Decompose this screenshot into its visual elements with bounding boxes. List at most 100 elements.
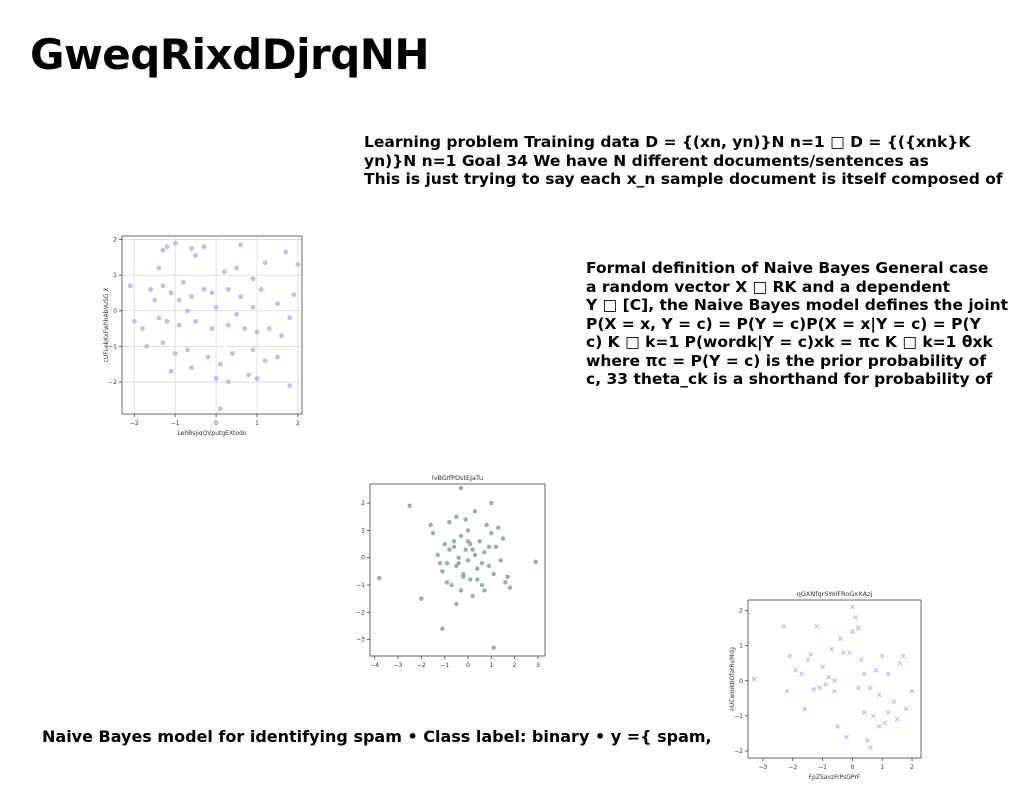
data-point <box>181 280 186 285</box>
data-point <box>165 319 170 324</box>
data-point <box>440 569 444 573</box>
data-point <box>447 520 451 524</box>
data-point <box>803 707 807 711</box>
x-tick-label: 0 <box>214 420 218 427</box>
data-point <box>877 693 881 697</box>
data-point <box>461 575 465 579</box>
data-point <box>189 246 194 251</box>
data-point <box>815 624 819 628</box>
data-point <box>895 717 899 721</box>
data-point <box>809 652 813 656</box>
y-tick-label: 0 <box>113 308 117 315</box>
data-point <box>449 583 453 587</box>
data-point <box>177 323 182 328</box>
data-point <box>468 577 472 581</box>
chart-title: qGXNfqrSYolFRoGxXAzj <box>797 590 873 598</box>
data-point <box>440 626 444 630</box>
data-point <box>752 677 756 681</box>
data-point <box>185 348 190 353</box>
data-point <box>283 250 288 255</box>
y-tick-label: 0 <box>739 678 743 685</box>
data-point <box>177 298 182 303</box>
data-point <box>238 294 243 299</box>
data-point <box>503 580 507 584</box>
data-point <box>246 372 251 377</box>
data-point <box>435 553 439 557</box>
data-point <box>463 517 467 521</box>
data-point <box>883 721 887 725</box>
slide-title: GweqRixdDjrqNH <box>30 30 429 79</box>
scatter-chart-3: −3 −2 −1 0 1 2−2−1012qGXNfqrSYolFRoGxXAzjFpZS… <box>725 586 930 781</box>
data-point <box>484 523 488 527</box>
data-point <box>452 539 456 543</box>
data-point <box>850 605 854 609</box>
data-point <box>238 243 243 248</box>
data-point <box>827 675 831 679</box>
data-point <box>419 596 423 600</box>
data-point <box>226 323 231 328</box>
y-tick-label: −2 <box>356 609 365 616</box>
data-point <box>447 547 451 551</box>
chart-title: lvBGIfPDstEJaTu <box>432 474 483 482</box>
data-point <box>210 291 215 296</box>
x-tick-label: −3 <box>758 764 767 771</box>
data-point <box>821 665 825 669</box>
data-point <box>800 672 804 676</box>
data-point <box>847 651 851 655</box>
data-point <box>835 724 839 728</box>
data-point <box>833 679 837 683</box>
data-point <box>165 244 170 249</box>
data-point <box>218 406 223 411</box>
data-point <box>251 348 256 353</box>
text-line: P(X = x, Y = c) = P(Y = c)P(X = x|Y = c)… <box>586 315 1008 334</box>
data-point <box>428 523 432 527</box>
data-point <box>454 602 458 606</box>
y-tick-label: 1 <box>361 527 365 534</box>
data-point <box>898 661 902 665</box>
data-point <box>856 686 860 690</box>
data-point <box>161 340 166 345</box>
data-point <box>189 294 194 299</box>
data-point <box>234 312 239 317</box>
text-line: Learning problem Training data D = {(xn,… <box>364 133 1003 152</box>
plot-frame <box>370 484 545 656</box>
data-point <box>880 654 884 658</box>
x-tick-label: 3 <box>536 662 540 669</box>
data-point <box>491 646 495 650</box>
data-point <box>144 344 149 349</box>
x-tick-label: −3 <box>394 662 403 669</box>
y-tick-label: 1 <box>113 272 117 279</box>
data-point <box>463 547 467 551</box>
data-point <box>438 561 442 565</box>
data-point <box>275 355 280 360</box>
data-point <box>459 486 463 490</box>
data-point <box>475 566 479 570</box>
data-point <box>201 244 206 249</box>
data-point <box>173 241 178 246</box>
y-axis-label: cUFLekKxFwhhAbVuSG X <box>103 288 110 363</box>
naive-bayes-definition-paragraph: Formal definition of Naive Bayes General… <box>586 259 1008 389</box>
x-tick-label: 1 <box>880 764 884 771</box>
data-point <box>496 525 500 529</box>
data-point <box>287 383 292 388</box>
data-point <box>251 305 256 310</box>
data-point <box>259 287 264 292</box>
data-point <box>456 556 460 560</box>
y-tick-label: 2 <box>739 608 743 615</box>
data-point <box>140 326 145 331</box>
data-point <box>287 315 292 320</box>
data-point <box>214 376 219 381</box>
data-point <box>128 283 133 288</box>
data-point <box>794 668 798 672</box>
data-point <box>263 358 268 363</box>
data-point <box>487 545 491 549</box>
x-tick-label: −4 <box>370 662 379 669</box>
data-point <box>431 531 435 535</box>
y-tick-label: 1 <box>739 643 743 650</box>
data-point <box>148 287 153 292</box>
data-point <box>904 707 908 711</box>
data-point <box>470 547 474 551</box>
data-point <box>477 539 481 543</box>
data-point <box>296 262 301 267</box>
data-point <box>533 560 537 564</box>
